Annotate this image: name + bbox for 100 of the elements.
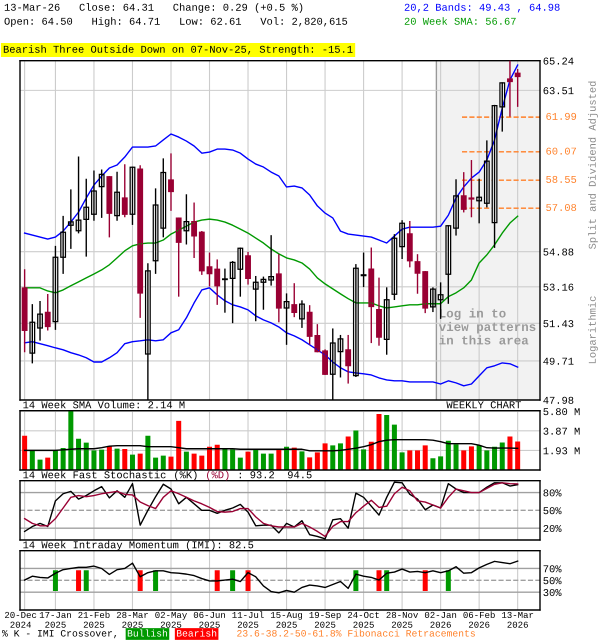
x-tick-label: 20-Dec 2024 — [5, 612, 36, 628]
text: 14 Week SMA Volume: 2.14 M — [23, 400, 184, 408]
y-tick-label: 63.51 — [544, 87, 574, 94]
text: (%D) — [207, 470, 229, 480]
chart-title: 13-Mar-26 Close: 64.31 Change: 0.29 (+0.5 %) — [4, 3, 302, 13]
bar — [160, 456, 166, 470]
bar — [392, 424, 397, 470]
bar — [461, 450, 466, 470]
bar — [192, 454, 197, 470]
text: WEEKLY CHART — [446, 401, 522, 408]
bar — [230, 450, 236, 470]
y-tick-label: 47.98 — [543, 396, 574, 404]
bar — [430, 458, 436, 470]
bar — [176, 420, 182, 470]
x-tick-label: 24-Oct 2025 — [348, 612, 379, 628]
x-tick-label: 28-Mar 2025 — [116, 612, 148, 628]
bar — [415, 450, 420, 470]
series-label: (%K) — [175, 470, 197, 480]
bar — [91, 450, 96, 470]
bar — [299, 451, 304, 470]
bar — [84, 442, 89, 470]
bar — [68, 411, 74, 470]
bar — [376, 414, 382, 470]
bar — [130, 454, 135, 470]
bar — [446, 440, 451, 470]
ref-line-label: 61.99 — [546, 112, 576, 120]
bar — [422, 445, 428, 470]
bar — [22, 436, 28, 470]
bar — [60, 448, 66, 470]
bar — [138, 454, 143, 470]
chart-title: 14 Week Fast Stochastic — [23, 470, 166, 478]
text: 23.6-38.2-50-61.8% Fibonacci Retracements — [237, 629, 475, 637]
ref-line-label: 57.08 — [546, 204, 576, 212]
y-tick-label: 20% — [544, 524, 562, 532]
bar — [330, 445, 336, 470]
bar — [338, 443, 343, 470]
text: : 93.2 94.5 — [240, 471, 312, 478]
text: 20,2 Bands: 49.43 , 64.98 — [404, 3, 560, 13]
text: 20 Week SMA: 56.67 — [404, 17, 516, 25]
bar — [76, 438, 82, 470]
bar — [45, 458, 50, 470]
bar — [307, 457, 312, 470]
y-tick-label: 53.16 — [543, 284, 574, 291]
bar — [284, 446, 290, 470]
bar — [515, 441, 520, 470]
bar — [238, 458, 243, 470]
ref-line-label: 58.55 — [546, 176, 576, 183]
bar — [407, 450, 412, 470]
bar — [438, 456, 444, 470]
bar — [214, 444, 220, 470]
bar — [292, 448, 297, 470]
bar — [222, 449, 228, 470]
bar — [454, 444, 459, 470]
bar — [492, 446, 498, 470]
x-tick-label: 02-Jan 2026 — [424, 612, 456, 628]
text: Bearish — [176, 629, 216, 637]
bar — [168, 456, 174, 470]
y-axis-title: Split and Dividend Adjusted — [588, 82, 598, 249]
bar — [246, 452, 251, 470]
bar — [199, 456, 204, 470]
x-tick-label: 19-Sep 2025 — [309, 612, 341, 628]
bar — [30, 450, 35, 470]
bar — [384, 414, 390, 470]
bar — [507, 436, 512, 470]
bar — [276, 448, 282, 470]
bar — [484, 450, 490, 470]
x-tick-label: 21-Feb 2025 — [78, 611, 110, 628]
text: Bullish — [128, 629, 168, 637]
bar — [145, 436, 150, 470]
y-tick-label: 49.71 — [543, 358, 574, 365]
bar — [122, 449, 128, 470]
y-tick-label: 80% — [543, 489, 562, 496]
y-tick-label: 30% — [543, 589, 562, 596]
bar — [114, 448, 120, 470]
x-tick-label: 15-Aug 2025 — [270, 612, 302, 628]
line-series — [24, 560, 518, 594]
bar — [106, 446, 112, 470]
bar — [368, 442, 374, 470]
bar — [346, 436, 351, 470]
x-tick-label: 06-Jun 2025 — [194, 612, 225, 628]
x-tick-label: 02-May 2025 — [155, 612, 187, 628]
y-tick-label: 70% — [544, 565, 562, 572]
text: Bearish Three Outside Down on 07-Nov-25, Strength: -15.1 — [4, 45, 353, 55]
text: Logarithmic — [588, 296, 598, 364]
bar — [253, 448, 258, 470]
y-tick-label: 5.80 M — [543, 408, 580, 416]
bar — [38, 460, 43, 470]
bar — [476, 445, 482, 470]
bar — [314, 452, 320, 470]
y-tick-label: 51.43 — [543, 320, 574, 328]
bar — [268, 454, 274, 470]
y-tick-label: 3.87 M — [543, 428, 580, 435]
x-tick-label: 17-Jan 2025 — [40, 612, 71, 628]
ref-line-label: 60.07 — [546, 148, 576, 155]
x-tick-label: 13-Mar 2026 — [502, 612, 534, 628]
y-tick-label: 54.88 — [543, 248, 574, 256]
bar — [260, 454, 266, 470]
y-tick-label: 65.24 — [544, 58, 574, 65]
line-series — [24, 216, 518, 309]
x-tick-label: 06-Feb 2026 — [463, 611, 495, 628]
